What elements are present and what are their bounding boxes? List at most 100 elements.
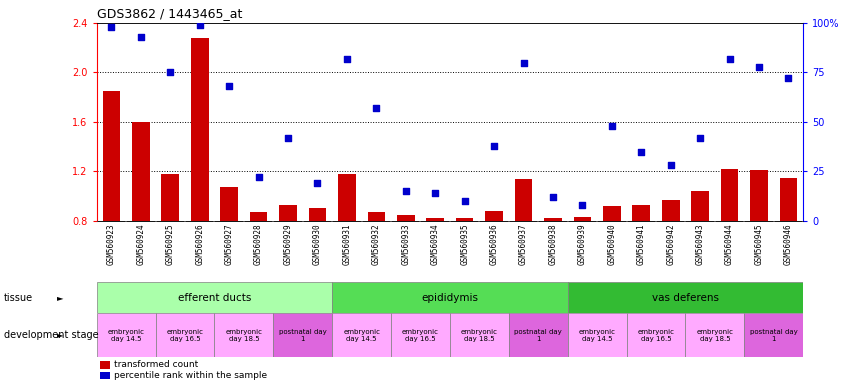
Text: embryonic
day 16.5: embryonic day 16.5 (402, 329, 439, 341)
Bar (662, 200, 680, 319)
Bar (132, 122, 150, 319)
Text: embryonic
day 16.5: embryonic day 16.5 (637, 329, 674, 341)
Text: embryonic
day 14.5: embryonic day 14.5 (343, 329, 380, 341)
Text: GSM560938: GSM560938 (548, 224, 558, 265)
Bar (456, 218, 473, 319)
Bar (450, 313, 509, 357)
Text: postnatal day
1: postnatal day 1 (750, 329, 797, 341)
Text: vas deferens: vas deferens (652, 293, 719, 303)
Bar (515, 179, 532, 319)
Text: ►: ► (57, 293, 64, 302)
Bar (627, 313, 685, 357)
Bar (332, 313, 391, 357)
Bar (279, 205, 297, 319)
Point (634, 149, 648, 155)
Text: GSM560936: GSM560936 (489, 224, 499, 265)
Bar (97, 282, 332, 313)
Point (458, 198, 471, 204)
Text: embryonic
day 14.5: embryonic day 14.5 (579, 329, 616, 341)
Bar (568, 282, 803, 313)
Bar (273, 313, 332, 357)
Text: GSM560924: GSM560924 (136, 224, 145, 265)
Text: tissue: tissue (4, 293, 34, 303)
Point (134, 34, 147, 40)
Bar (368, 212, 385, 319)
Point (693, 135, 706, 141)
Point (781, 75, 795, 81)
Point (487, 142, 500, 149)
Bar (99, 372, 110, 379)
Bar (97, 313, 156, 357)
Text: transformed count: transformed count (114, 360, 198, 369)
Point (575, 202, 589, 208)
Text: embryonic
day 18.5: embryonic day 18.5 (696, 329, 733, 341)
Bar (691, 191, 709, 319)
Bar (750, 170, 768, 319)
Bar (99, 361, 110, 369)
Bar (544, 218, 562, 319)
Text: GSM560931: GSM560931 (342, 224, 352, 265)
Text: ►: ► (57, 331, 64, 339)
Text: GDS3862 / 1443465_at: GDS3862 / 1443465_at (97, 7, 242, 20)
Text: GSM560935: GSM560935 (460, 224, 469, 265)
Bar (309, 209, 326, 319)
Bar (191, 38, 209, 319)
Point (399, 188, 412, 194)
Text: development stage: development stage (4, 330, 99, 340)
Point (163, 70, 177, 76)
Text: GSM560946: GSM560946 (784, 224, 793, 265)
Point (281, 135, 294, 141)
Bar (509, 313, 568, 357)
Text: GSM560927: GSM560927 (225, 224, 234, 265)
Point (428, 190, 442, 196)
Text: GSM560930: GSM560930 (313, 224, 322, 265)
Text: embryonic
day 18.5: embryonic day 18.5 (461, 329, 498, 341)
Text: postnatal day
1: postnatal day 1 (515, 329, 562, 341)
Text: GSM560925: GSM560925 (166, 224, 175, 265)
Text: GSM560944: GSM560944 (725, 224, 734, 265)
Bar (426, 218, 444, 319)
Text: GSM560934: GSM560934 (431, 224, 440, 265)
Bar (721, 169, 738, 319)
Text: GSM560928: GSM560928 (254, 224, 263, 265)
Bar (338, 174, 356, 319)
Text: embryonic
day 14.5: embryonic day 14.5 (108, 329, 145, 341)
Text: GSM560939: GSM560939 (578, 224, 587, 265)
Bar (332, 282, 568, 313)
Text: GSM560937: GSM560937 (519, 224, 528, 265)
Text: embryonic
day 18.5: embryonic day 18.5 (225, 329, 262, 341)
Point (310, 180, 324, 186)
Bar (780, 177, 797, 319)
Point (104, 24, 118, 30)
Text: GSM560929: GSM560929 (283, 224, 293, 265)
Bar (744, 313, 803, 357)
Point (605, 123, 618, 129)
Text: percentile rank within the sample: percentile rank within the sample (114, 371, 267, 380)
Text: postnatal day
1: postnatal day 1 (279, 329, 326, 341)
Text: GSM560932: GSM560932 (372, 224, 381, 265)
Bar (391, 313, 450, 357)
Text: GSM560945: GSM560945 (754, 224, 764, 265)
Point (722, 56, 736, 62)
Text: GSM560923: GSM560923 (107, 224, 116, 265)
Text: GSM560940: GSM560940 (607, 224, 616, 265)
Bar (220, 187, 238, 319)
Bar (103, 91, 120, 319)
Bar (156, 313, 214, 357)
Bar (485, 211, 503, 319)
Bar (161, 174, 179, 319)
Point (546, 194, 559, 200)
Text: GSM560943: GSM560943 (696, 224, 705, 265)
Text: GSM560933: GSM560933 (401, 224, 410, 265)
Text: GSM560942: GSM560942 (666, 224, 675, 265)
Text: epididymis: epididymis (421, 293, 479, 303)
Bar (685, 313, 744, 357)
Text: GSM560926: GSM560926 (195, 224, 204, 265)
Bar (214, 313, 273, 357)
Text: efferent ducts: efferent ducts (177, 293, 251, 303)
Text: embryonic
day 16.5: embryonic day 16.5 (167, 329, 204, 341)
Bar (568, 313, 627, 357)
Point (752, 63, 765, 70)
Bar (603, 206, 621, 319)
Bar (250, 212, 267, 319)
